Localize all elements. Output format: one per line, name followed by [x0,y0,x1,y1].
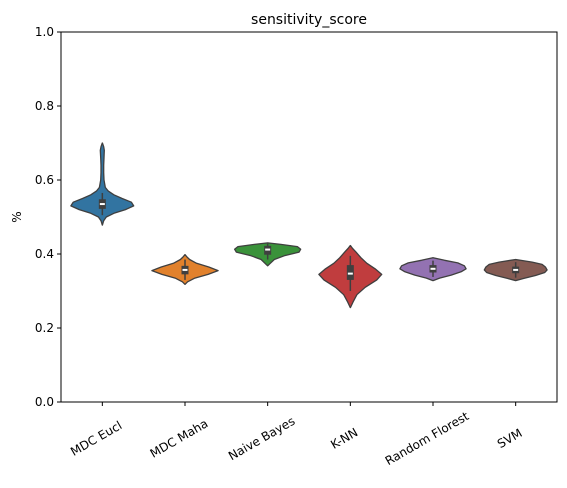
y-tick-label: 1.0 [35,25,54,39]
y-axis-label: % [10,211,24,222]
x-tick-label: MDC Eucl [68,418,124,459]
x-tick-label: K-NN [328,425,360,452]
x-tick-label: Naive Bayes [226,414,297,463]
y-tick-label: 0.4 [35,247,54,261]
y-tick-label: 0.0 [35,395,54,409]
violin-mdc-eucl [70,142,135,226]
y-tick-label: 0.2 [35,321,54,335]
x-tick-label: Random Florest [383,409,472,468]
x-tick-label: SVM [495,426,525,451]
chart-title: sensitivity_score [251,12,367,28]
x-tick-label: MDC Maha [148,416,211,460]
y-tick-label: 0.8 [35,99,54,113]
violin-iqr-box [346,265,354,280]
axes-frame [60,31,558,403]
y-tick-label: 0.6 [35,173,54,187]
